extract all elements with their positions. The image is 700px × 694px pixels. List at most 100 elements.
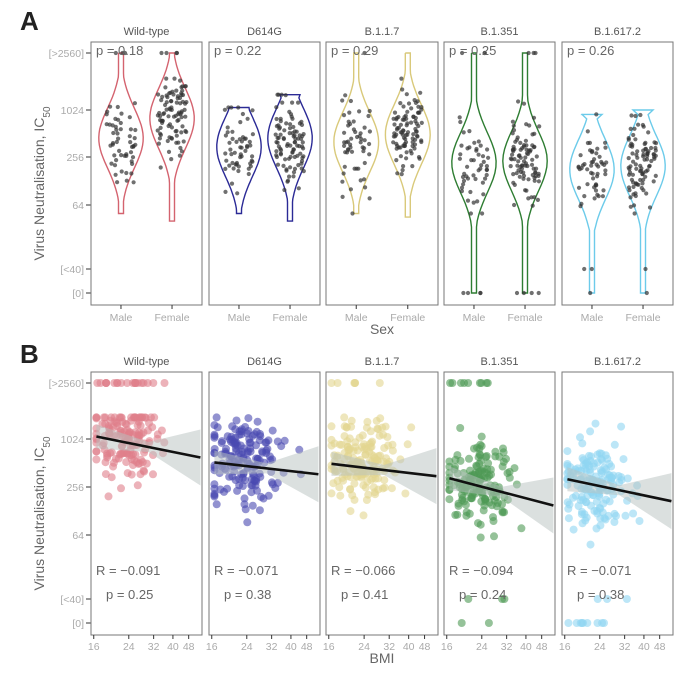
data-point	[288, 165, 293, 170]
data-point	[300, 140, 305, 145]
data-point	[133, 127, 138, 133]
data-point	[483, 176, 488, 181]
data-point	[248, 143, 253, 148]
data-point	[641, 170, 646, 175]
data-point	[564, 514, 573, 523]
data-point	[232, 150, 237, 155]
data-point	[394, 115, 399, 121]
data-point	[517, 174, 522, 179]
data-point	[490, 532, 498, 541]
data-point	[484, 459, 493, 468]
data-point	[587, 452, 595, 461]
data-point	[278, 116, 283, 121]
data-point	[521, 170, 526, 175]
data-point	[230, 136, 235, 141]
data-point	[128, 127, 133, 132]
data-point	[617, 422, 626, 431]
data-point	[365, 440, 374, 449]
data-point	[401, 128, 406, 133]
data-point	[591, 176, 596, 181]
data-point	[116, 117, 121, 122]
data-point	[299, 166, 304, 171]
data-point	[281, 163, 286, 168]
data-point	[366, 113, 371, 119]
data-point	[646, 130, 651, 135]
data-point	[530, 157, 535, 162]
data-point	[351, 443, 360, 452]
p-value-label: p = 0.24	[459, 587, 506, 602]
data-point	[356, 166, 361, 171]
data-point	[622, 595, 631, 603]
data-point	[405, 130, 411, 135]
x-tick-label: Male	[345, 312, 368, 324]
data-point	[371, 490, 380, 499]
data-point	[628, 143, 633, 148]
confidence-band	[96, 424, 201, 486]
x-tick-label: 40	[638, 641, 650, 653]
data-point	[480, 154, 486, 159]
data-point	[348, 142, 353, 147]
x-tick-label: Female	[390, 312, 425, 324]
data-point	[367, 196, 372, 201]
data-point	[410, 164, 415, 169]
data-point	[398, 101, 403, 106]
data-point	[582, 194, 587, 199]
data-point	[481, 192, 486, 197]
x-tick-label: 16	[323, 641, 335, 653]
data-point	[472, 461, 481, 470]
data-point	[295, 153, 300, 158]
data-point	[367, 152, 372, 157]
data-point	[297, 144, 302, 149]
data-point	[530, 132, 535, 137]
data-point	[117, 148, 122, 153]
data-point	[461, 178, 467, 183]
data-point	[486, 155, 491, 160]
data-point	[477, 432, 486, 441]
data-point	[358, 443, 367, 451]
data-point	[383, 433, 392, 441]
data-point	[374, 425, 383, 434]
data-point	[644, 191, 649, 196]
data-point	[283, 93, 288, 98]
data-point	[367, 108, 372, 114]
data-point	[471, 200, 476, 205]
data-point	[299, 119, 304, 124]
y-tick-label: 64	[72, 530, 84, 542]
data-point	[169, 135, 174, 141]
data-point	[457, 619, 466, 627]
data-point	[124, 178, 129, 183]
p-value-label: p = 0.29	[331, 43, 378, 58]
data-point	[359, 511, 368, 520]
data-point	[524, 147, 529, 152]
data-point	[635, 517, 644, 525]
data-point	[401, 164, 406, 169]
data-point	[127, 470, 136, 479]
data-point	[132, 101, 137, 106]
data-point	[512, 157, 517, 162]
data-point	[92, 447, 101, 456]
data-point	[599, 159, 604, 165]
data-point	[180, 124, 185, 129]
data-point	[535, 197, 541, 202]
data-point	[181, 139, 186, 144]
data-point	[212, 413, 221, 422]
data-point	[476, 139, 481, 144]
data-point	[117, 484, 125, 493]
data-point	[632, 211, 637, 216]
data-point	[419, 107, 424, 112]
data-point	[583, 459, 592, 468]
data-point	[511, 123, 516, 128]
data-point	[230, 129, 235, 134]
data-point	[536, 179, 542, 184]
data-point	[418, 90, 423, 95]
p-value-label: p = 0.22	[214, 43, 261, 58]
data-point	[102, 379, 110, 387]
data-point	[104, 112, 109, 117]
data-point	[165, 138, 170, 144]
data-point	[246, 171, 251, 177]
data-point	[125, 428, 134, 437]
data-point	[238, 152, 243, 157]
data-point	[465, 164, 470, 169]
data-point	[514, 137, 520, 142]
